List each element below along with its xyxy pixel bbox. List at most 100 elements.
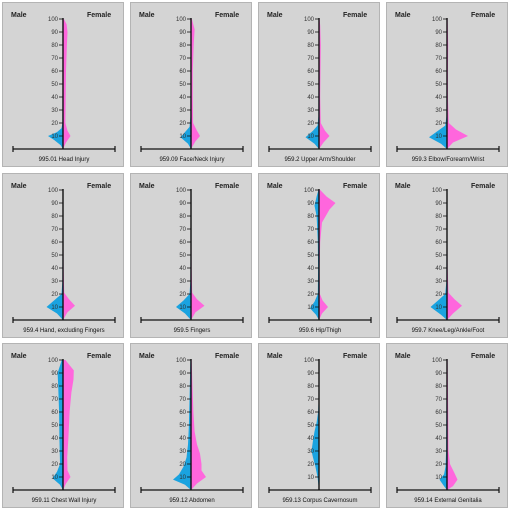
male-label: Male bbox=[11, 353, 27, 360]
y-tick-label: 20 bbox=[435, 462, 442, 468]
y-tick-label: 20 bbox=[51, 462, 58, 468]
y-tick-label: 60 bbox=[51, 410, 58, 416]
male-series-area bbox=[173, 360, 191, 490]
y-tick-label: 10 bbox=[179, 305, 186, 311]
y-tick-label: 60 bbox=[307, 240, 314, 246]
female-label: Female bbox=[343, 353, 367, 360]
chart-svg: Male Female 10 20 30 40 50 60 70 80 90 100 995.01 He… bbox=[11, 12, 116, 163]
chart-panel: Male Female 10 20 30 40 50 60 70 80 90 100 959.11 Ch… bbox=[2, 343, 124, 508]
female-label: Female bbox=[471, 183, 495, 190]
chart-title: 959.4 Hand, excluding Fingers bbox=[23, 328, 104, 334]
female-series-area bbox=[63, 19, 71, 149]
y-tick-label: 60 bbox=[179, 240, 186, 246]
y-tick-label: 90 bbox=[435, 371, 442, 377]
chart-panel: Male Female 10 20 30 40 50 60 70 80 90 100 995.01 He… bbox=[2, 2, 124, 167]
y-tick-label: 10 bbox=[435, 475, 442, 481]
y-tick-label: 40 bbox=[435, 436, 442, 442]
y-tick-label: 80 bbox=[435, 384, 442, 390]
chart-svg: Male Female 10 20 30 40 50 60 70 80 90 100 959.11 Ch… bbox=[11, 353, 116, 504]
male-label: Male bbox=[267, 353, 283, 360]
y-tick-label: 60 bbox=[179, 69, 186, 75]
y-tick-label: 60 bbox=[435, 240, 442, 246]
y-tick-label: 30 bbox=[179, 279, 186, 285]
y-tick-label: 90 bbox=[435, 30, 442, 36]
y-tick-label: 70 bbox=[435, 56, 442, 62]
y-tick-label: 60 bbox=[307, 410, 314, 416]
y-tick-label: 50 bbox=[435, 82, 442, 88]
female-label: Female bbox=[343, 12, 367, 19]
y-tick-label: 30 bbox=[307, 449, 314, 455]
y-tick-label: 70 bbox=[51, 227, 58, 233]
y-tick-label: 80 bbox=[51, 384, 58, 390]
chart-title: 959.11 Chest Wall Injury bbox=[32, 498, 97, 504]
chart-panel: Male Female 10 20 30 40 50 60 70 80 90 100 959.12 Ab… bbox=[130, 343, 252, 508]
y-tick-label: 50 bbox=[307, 423, 314, 429]
y-tick-label: 10 bbox=[179, 134, 186, 140]
y-tick-label: 80 bbox=[435, 43, 442, 49]
y-tick-label: 50 bbox=[179, 423, 186, 429]
y-tick-label: 100 bbox=[432, 358, 443, 364]
male-label: Male bbox=[139, 12, 155, 19]
y-tick-label: 70 bbox=[307, 56, 314, 62]
y-tick-label: 90 bbox=[307, 371, 314, 377]
chart-svg: Male Female 10 20 30 40 50 60 70 80 90 100 959.2 Upp… bbox=[267, 12, 372, 163]
y-tick-label: 50 bbox=[435, 253, 442, 259]
y-tick-label: 100 bbox=[304, 188, 315, 194]
female-series-area bbox=[319, 190, 336, 320]
y-tick-label: 40 bbox=[307, 436, 314, 442]
female-series-area bbox=[191, 190, 205, 320]
y-tick-label: 80 bbox=[307, 214, 314, 220]
chart-panel: Male Female 10 20 30 40 50 60 70 80 90 100 959.2 Upp… bbox=[258, 2, 380, 167]
female-label: Female bbox=[87, 12, 111, 19]
male-label: Male bbox=[395, 183, 411, 190]
chart-panel: Male Female 10 20 30 40 50 60 70 80 90 100 959.3 Elb… bbox=[386, 2, 508, 167]
chart-panel: Male Female 10 20 30 40 50 60 70 80 90 100 959.13 Co… bbox=[258, 343, 380, 508]
y-tick-label: 20 bbox=[307, 462, 314, 468]
female-label: Female bbox=[215, 183, 239, 190]
y-tick-label: 100 bbox=[432, 188, 443, 194]
female-series-area bbox=[191, 19, 200, 149]
y-tick-label: 70 bbox=[307, 227, 314, 233]
y-tick-label: 10 bbox=[435, 134, 442, 140]
y-tick-label: 20 bbox=[307, 121, 314, 127]
y-tick-label: 60 bbox=[51, 240, 58, 246]
y-tick-label: 100 bbox=[176, 188, 187, 194]
chart-svg: Male Female 10 20 30 40 50 60 70 80 90 100 959.09 Fa… bbox=[139, 12, 244, 163]
y-tick-label: 20 bbox=[435, 121, 442, 127]
y-tick-label: 40 bbox=[51, 266, 58, 272]
female-series-area bbox=[191, 360, 206, 490]
female-series-area bbox=[447, 190, 462, 320]
chart-title: 959.12 Abdomen bbox=[169, 498, 214, 504]
y-tick-label: 30 bbox=[307, 108, 314, 114]
female-series-area bbox=[447, 360, 458, 490]
y-tick-label: 90 bbox=[435, 201, 442, 207]
y-tick-label: 80 bbox=[51, 214, 58, 220]
y-tick-label: 90 bbox=[51, 201, 58, 207]
y-tick-label: 40 bbox=[435, 95, 442, 101]
y-tick-label: 70 bbox=[51, 56, 58, 62]
male-label: Male bbox=[395, 12, 411, 19]
male-label: Male bbox=[395, 353, 411, 360]
chart-svg: Male Female 10 20 30 40 50 60 70 80 90 100 959.3 Elb… bbox=[395, 12, 500, 163]
y-tick-label: 50 bbox=[435, 423, 442, 429]
y-tick-label: 40 bbox=[51, 95, 58, 101]
y-tick-label: 90 bbox=[179, 371, 186, 377]
y-tick-label: 30 bbox=[179, 108, 186, 114]
male-label: Male bbox=[267, 12, 283, 19]
male-series-area bbox=[52, 360, 63, 490]
y-tick-label: 20 bbox=[307, 292, 314, 298]
y-tick-label: 90 bbox=[307, 201, 314, 207]
male-label: Male bbox=[11, 183, 27, 190]
y-tick-label: 50 bbox=[307, 253, 314, 259]
y-tick-label: 40 bbox=[179, 266, 186, 272]
female-label: Female bbox=[87, 353, 111, 360]
y-tick-label: 20 bbox=[179, 121, 186, 127]
y-tick-label: 50 bbox=[51, 423, 58, 429]
y-tick-label: 50 bbox=[51, 253, 58, 259]
y-tick-label: 60 bbox=[179, 410, 186, 416]
y-tick-label: 60 bbox=[51, 69, 58, 75]
female-series-area bbox=[319, 19, 330, 149]
female-series-area bbox=[63, 190, 75, 320]
y-tick-label: 90 bbox=[179, 201, 186, 207]
